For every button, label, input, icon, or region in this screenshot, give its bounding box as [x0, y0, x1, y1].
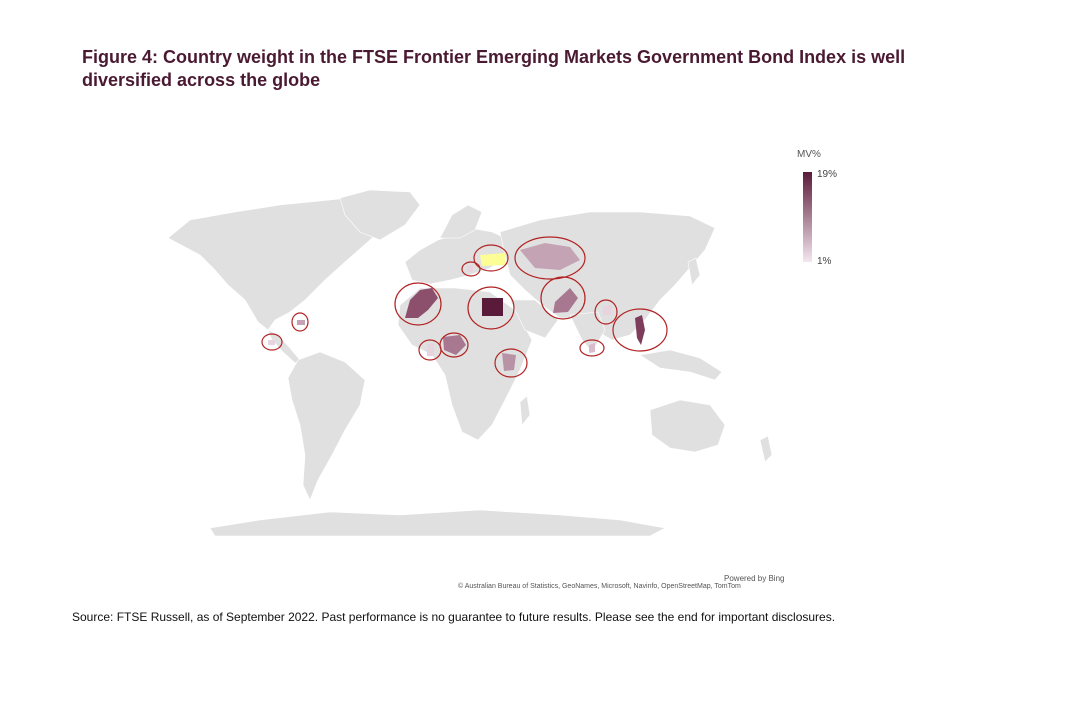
country-ukraine	[480, 253, 505, 266]
world-map	[150, 185, 800, 545]
land-madagascar	[519, 395, 531, 426]
circle-morocco	[394, 282, 442, 326]
country-dominican-republic	[297, 320, 305, 325]
source-note: Source: FTSE Russell, as of September 20…	[72, 610, 836, 624]
land-scandinavia	[439, 204, 483, 239]
circle-ghana	[418, 339, 442, 361]
figure-title-line-2: diversified across the globe	[82, 70, 321, 90]
figure-title: Figure 4: Country weight in the FTSE Fro…	[82, 46, 982, 92]
circle-egypt	[467, 286, 515, 330]
legend-max-label: 19%	[817, 169, 838, 180]
circle-kenya	[494, 348, 528, 378]
legend-min-label: 1%	[817, 256, 832, 267]
circle-ukraine	[473, 244, 509, 272]
land-south-america	[287, 351, 366, 501]
land-greenland	[339, 189, 421, 241]
map-credits: © Australian Bureau of Statistics, GeoNa…	[458, 583, 741, 590]
legend-color-bar	[803, 172, 812, 262]
country-egypt	[482, 298, 503, 316]
land-antarctica	[209, 509, 666, 537]
circle-sri-lanka	[579, 339, 605, 357]
country-pakistan	[553, 288, 578, 313]
circle-serbia	[461, 261, 481, 277]
country-morocco	[405, 288, 438, 318]
country-kazakhstan	[520, 243, 580, 270]
land-india	[569, 311, 606, 353]
land-north-america	[167, 195, 396, 331]
land-asia	[499, 211, 716, 341]
legend-title: MV%	[797, 149, 821, 160]
land-se-asia-islands	[639, 349, 723, 381]
country-vietnam	[635, 315, 645, 345]
land-central-america	[267, 329, 301, 364]
highlight-circles	[261, 236, 668, 378]
land-australia	[649, 399, 726, 453]
land-new-zealand	[759, 435, 773, 463]
country-ghana	[427, 343, 434, 356]
circle-vietnam	[612, 308, 668, 352]
circle-bangladesh	[594, 299, 618, 325]
circle-dominican-republic	[291, 312, 309, 332]
country-bangladesh	[603, 305, 612, 315]
country-nigeria	[443, 335, 466, 355]
country-sri-lanka	[589, 343, 595, 353]
country-kenya	[502, 353, 516, 371]
circle-pakistan	[540, 276, 586, 320]
index-countries	[268, 243, 645, 371]
circle-costa-rica	[261, 333, 283, 351]
land-arabia	[509, 299, 559, 339]
country-costa-rica	[268, 340, 275, 345]
powered-by-label: Powered by Bing	[724, 574, 785, 583]
country-serbia	[467, 265, 473, 272]
circle-kazakhstan	[514, 236, 586, 280]
land-masses	[167, 189, 773, 537]
figure-title-line-1: Figure 4: Country weight in the FTSE Fro…	[82, 47, 906, 67]
land-japan	[687, 257, 701, 286]
